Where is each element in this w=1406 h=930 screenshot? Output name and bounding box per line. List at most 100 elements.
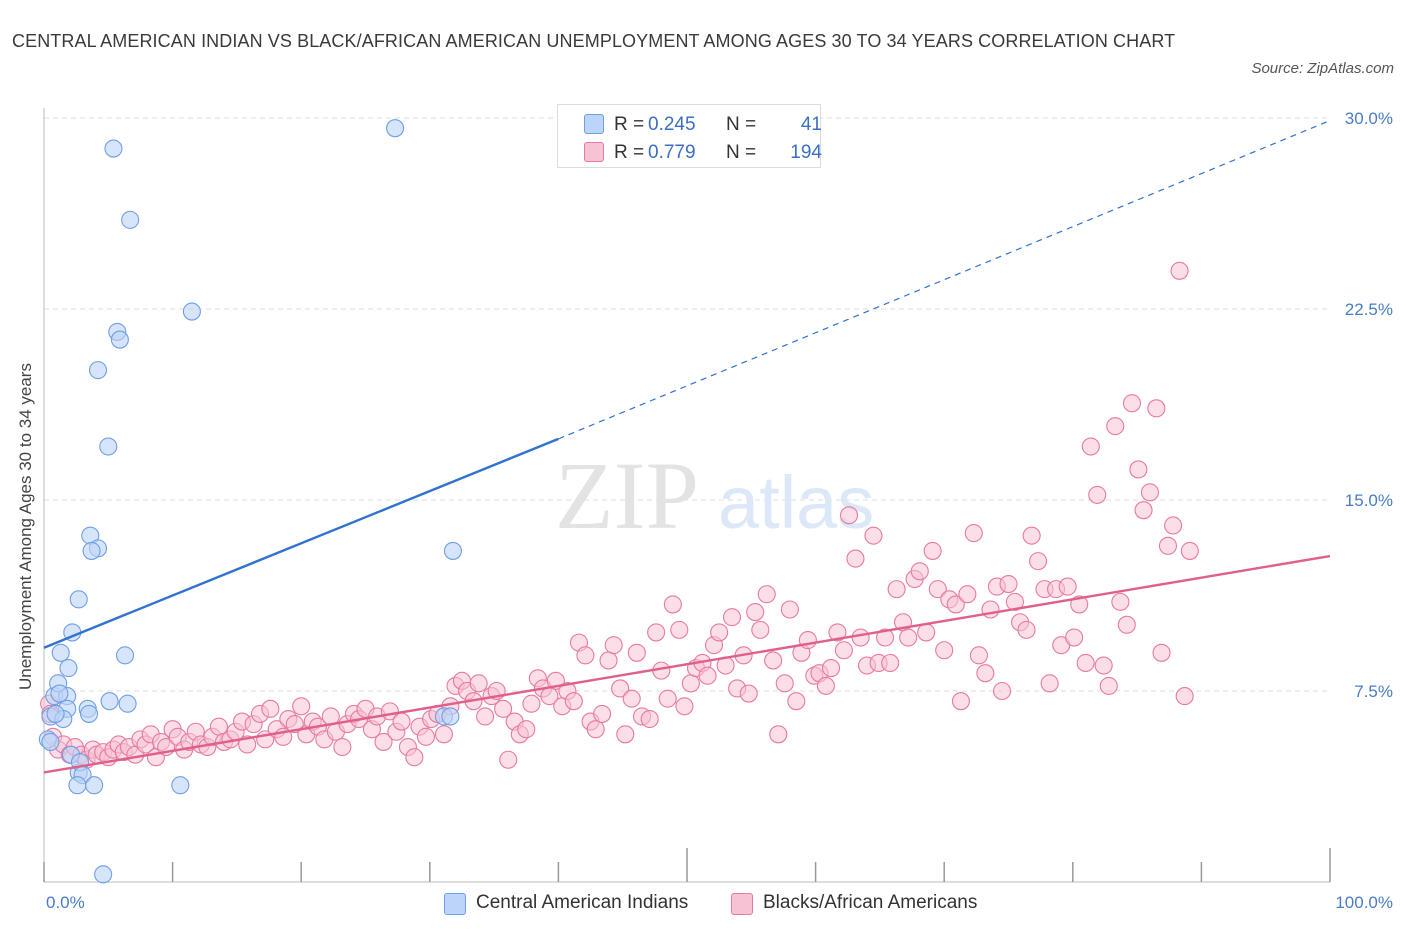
y-tick-label: 22.5% bbox=[1345, 300, 1393, 319]
data-point-blue bbox=[82, 541, 101, 560]
data-point-pink bbox=[627, 643, 646, 662]
data-point-pink bbox=[698, 666, 717, 685]
data-point-pink bbox=[1158, 536, 1178, 555]
data-point-pink bbox=[910, 562, 929, 581]
series-blacks-african-americans bbox=[40, 261, 1199, 769]
data-point-pink bbox=[834, 641, 853, 660]
data-point-pink bbox=[757, 585, 776, 604]
data-point-pink bbox=[935, 641, 954, 660]
data-point-pink bbox=[881, 653, 900, 673]
data-point-pink bbox=[1017, 620, 1036, 639]
data-point-pink bbox=[522, 694, 541, 713]
trend-line-pink bbox=[43, 554, 1331, 774]
data-point-pink bbox=[1164, 516, 1183, 535]
x-tick-label: 100.0% bbox=[1335, 893, 1393, 912]
data-point-pink bbox=[599, 651, 618, 670]
n-label: N = bbox=[726, 114, 757, 135]
data-point-pink bbox=[499, 750, 518, 769]
data-point-pink bbox=[416, 727, 435, 746]
data-point-pink bbox=[864, 526, 883, 545]
watermark: ZIP atlas bbox=[555, 442, 874, 549]
data-point-pink bbox=[828, 623, 847, 642]
data-point-pink bbox=[851, 628, 870, 647]
data-point-pink bbox=[238, 735, 257, 754]
data-point-pink bbox=[1180, 541, 1199, 560]
data-point-pink bbox=[1065, 628, 1084, 647]
data-point-blue bbox=[59, 659, 78, 678]
legend-swatch-pink bbox=[731, 893, 753, 915]
data-point-pink bbox=[958, 585, 977, 604]
data-point-blue bbox=[100, 692, 119, 711]
data-point-pink bbox=[993, 681, 1012, 701]
data-point-pink bbox=[787, 692, 806, 711]
data-point-pink bbox=[586, 720, 605, 739]
series-legend: Central American Indians Blacks/African … bbox=[0, 888, 1406, 918]
y-tick-label: 15.0% bbox=[1345, 491, 1393, 510]
data-point-pink bbox=[1117, 615, 1136, 634]
data-point-pink bbox=[964, 524, 983, 543]
data-point-pink bbox=[1129, 460, 1148, 479]
data-point-pink bbox=[663, 595, 682, 614]
data-point-pink bbox=[875, 628, 895, 647]
trend-lines bbox=[43, 119, 1331, 774]
data-point-pink bbox=[1088, 485, 1107, 504]
legend-label: Central American Indians bbox=[476, 892, 689, 913]
data-point-pink bbox=[469, 674, 488, 693]
chart-title: CENTRAL AMERICAN INDIAN VS BLACK/AFRICAN… bbox=[12, 31, 1176, 51]
data-point-pink bbox=[1094, 656, 1113, 675]
data-point-pink bbox=[1106, 417, 1125, 436]
data-point-pink bbox=[434, 725, 453, 744]
data-point-pink bbox=[1040, 674, 1059, 693]
y-tick-label: 7.5% bbox=[1354, 682, 1393, 701]
data-point-blue bbox=[51, 643, 70, 662]
data-point-pink bbox=[681, 674, 700, 693]
data-point-pink bbox=[846, 549, 865, 568]
data-point-blue bbox=[171, 776, 190, 795]
data-point-blue bbox=[386, 119, 405, 138]
data-point-blue bbox=[88, 361, 108, 380]
data-point-pink bbox=[1147, 399, 1166, 418]
trend-line-blue-extension bbox=[558, 119, 1331, 440]
data-point-pink bbox=[775, 674, 794, 693]
data-point-blue bbox=[69, 590, 88, 609]
data-point-pink bbox=[1140, 483, 1160, 502]
data-point-blue bbox=[441, 707, 460, 726]
data-point-pink bbox=[710, 623, 729, 642]
data-point-blue bbox=[79, 704, 99, 723]
data-point-pink bbox=[675, 697, 694, 716]
data-point-pink bbox=[1022, 526, 1041, 545]
data-point-pink bbox=[746, 603, 765, 622]
n-value: 194 bbox=[790, 142, 822, 163]
data-point-pink bbox=[780, 600, 799, 619]
data-point-pink bbox=[887, 580, 906, 599]
data-point-pink bbox=[923, 541, 942, 560]
data-point-pink bbox=[593, 704, 612, 723]
legend-label: Blacks/African Americans bbox=[763, 892, 978, 913]
data-point-pink bbox=[494, 699, 513, 718]
data-point-pink bbox=[751, 620, 770, 639]
data-point-blue bbox=[104, 139, 123, 158]
data-point-pink bbox=[839, 506, 859, 525]
data-point-pink bbox=[816, 676, 835, 695]
data-point-pink bbox=[622, 689, 641, 708]
data-point-pink bbox=[476, 707, 495, 726]
data-point-blue bbox=[46, 704, 65, 723]
data-point-pink bbox=[1005, 592, 1024, 611]
data-point-pink bbox=[611, 679, 630, 698]
data-point-pink bbox=[333, 737, 352, 757]
watermark-atlas: atlas bbox=[718, 461, 874, 544]
data-point-blue bbox=[110, 330, 129, 349]
data-point-pink bbox=[821, 659, 841, 678]
data-point-pink bbox=[722, 608, 742, 627]
data-point-pink bbox=[999, 574, 1018, 594]
data-point-pink bbox=[946, 595, 965, 614]
data-point-pink bbox=[405, 748, 424, 767]
series-central-american-indians bbox=[38, 119, 462, 884]
data-point-pink bbox=[769, 725, 788, 744]
data-point-blue bbox=[41, 732, 60, 751]
data-point-pink bbox=[1152, 643, 1171, 662]
data-point-pink bbox=[604, 636, 623, 655]
legend-swatch-pink bbox=[584, 142, 604, 162]
data-point-pink bbox=[392, 712, 411, 731]
